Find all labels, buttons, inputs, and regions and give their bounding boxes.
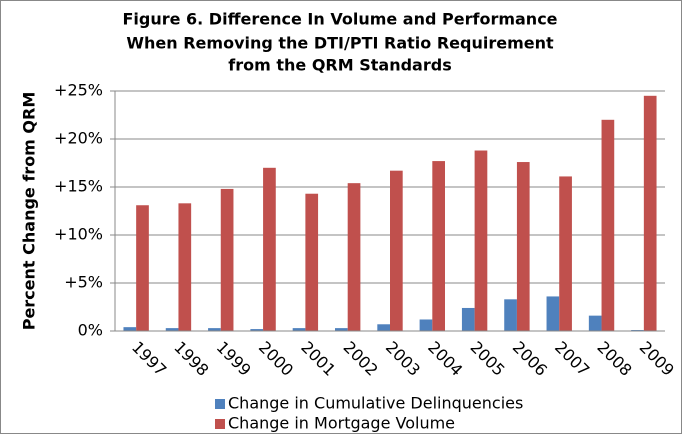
bar: [516, 162, 530, 331]
legend-label: Change in Mortgage Volume: [228, 414, 455, 433]
bar: [136, 205, 149, 331]
bar: [165, 328, 179, 331]
bar: [208, 328, 221, 331]
bar: [504, 299, 517, 331]
bar: [432, 161, 445, 331]
bar: [335, 328, 348, 331]
y-tick-label: 0%: [78, 321, 103, 340]
bar: [643, 95, 657, 331]
bar: [220, 188, 234, 331]
bar: [292, 328, 306, 331]
bar: [559, 176, 572, 331]
legend-swatch: [215, 419, 225, 429]
bar: [601, 119, 615, 331]
bar: [377, 324, 390, 331]
chart-title: Figure 6. Difference In Volume and Perfo…: [122, 10, 557, 29]
bar: [178, 203, 192, 331]
bar: [250, 329, 264, 331]
bar: [461, 307, 475, 331]
y-tick-label: +10%: [54, 225, 103, 244]
bar: [123, 327, 137, 331]
bar: [390, 170, 403, 331]
y-tick-label: +5%: [64, 273, 103, 292]
bar: [305, 193, 319, 331]
bar: [546, 296, 560, 331]
y-tick-label: +20%: [54, 129, 103, 148]
bar: [419, 319, 433, 331]
legend-label: Change in Cumulative Delinquencies: [228, 394, 523, 413]
bar: [347, 183, 361, 331]
legend-swatch: [215, 399, 225, 409]
y-tick-label: +25%: [54, 81, 103, 100]
bar: [474, 150, 488, 331]
bar: [263, 167, 276, 331]
chart-title: from the QRM Standards: [228, 56, 451, 75]
chart-title: When Removing the DTI/PTI Ratio Requirem…: [126, 34, 554, 53]
y-axis-label: Percent Change from QRM: [20, 92, 39, 331]
y-tick-label: +15%: [54, 177, 103, 196]
bar: [588, 315, 602, 331]
